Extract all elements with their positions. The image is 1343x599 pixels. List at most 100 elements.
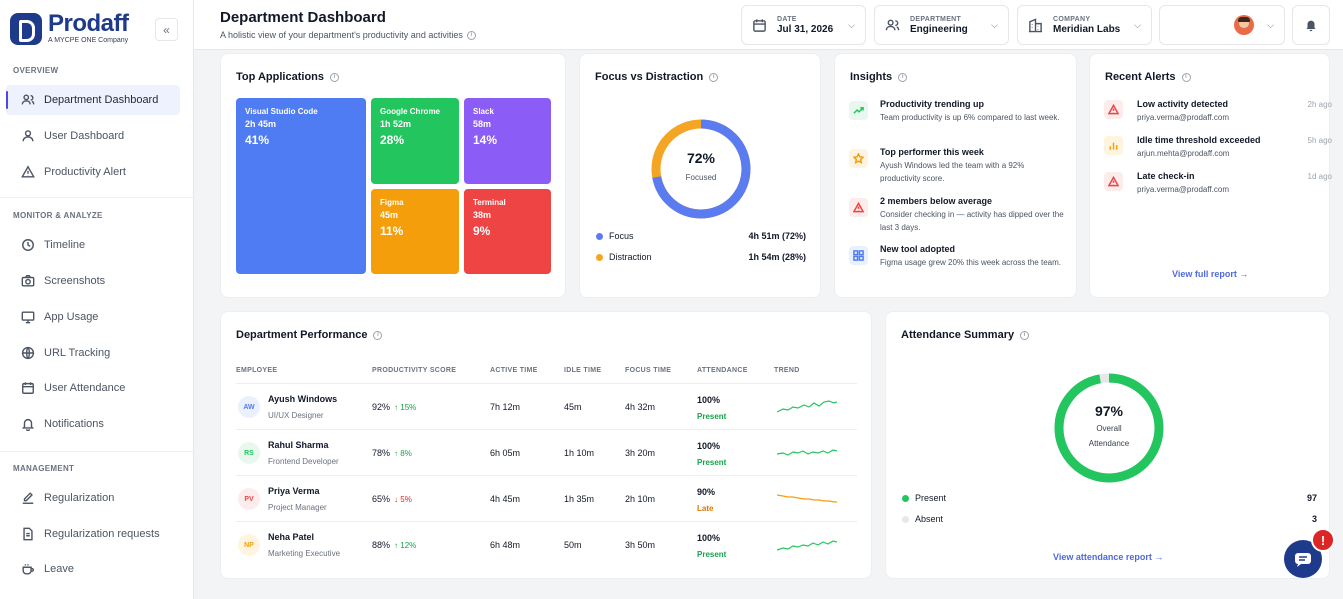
department-performance-card: Department Performance i EMPLOYEE PRODUCT… [220,311,872,579]
sidebar-item-notifications[interactable]: Notifications [6,409,180,439]
table-row[interactable]: NP Neha Patel Marketing Executive 88% ↑ 1… [236,521,857,567]
info-icon[interactable]: i [898,72,908,82]
table-row[interactable]: PV Priya Verma Project Manager 65% ↓ 5% 4… [236,475,857,521]
page-subtitle-text: A holistic view of your department's pro… [220,30,463,40]
productivity-score: 92% ↑ 15% [372,402,416,412]
legend-dot [902,494,909,502]
clock-icon [20,237,36,253]
employee-name: Priya Verma [268,486,320,496]
app-time: 45m [380,210,399,220]
table-row[interactable]: RS Rahul Sharma Frontend Developer 78% ↑ … [236,429,857,475]
sidebar-item-user-dashboard[interactable]: User Dashboard [6,121,180,151]
app-name: Google Chrome [380,107,441,116]
sidebar-item-app-usage[interactable]: App Usage [6,302,180,332]
column-header-trend[interactable]: TREND [774,367,800,374]
brand-tagline: A MYCPE ONE Company [48,37,129,44]
sidebar-item-label: Timeline [44,239,86,251]
sidebar-item-user-attendance[interactable]: User Attendance [6,373,180,403]
chevron-down-icon: ⌵ [1134,20,1141,30]
score-value: 78% [372,448,391,458]
insight-desc: Figma usage grew 20% this week across th… [880,258,1061,267]
view-full-report-link[interactable]: View full report → [1172,269,1249,279]
column-header-active-time[interactable]: ACTIVE TIME [490,367,538,374]
table-row[interactable]: AW Ayush Windows UI/UX Designer 92% ↑ 15%… [236,383,857,429]
app-tile-slack[interactable]: Slack 58m 14% [464,98,551,184]
app-tile-chrome[interactable]: Google Chrome 1h 52m 28% [371,98,459,184]
attendance-status: Present [697,550,727,559]
department-label: DEPARTMENT [910,15,962,23]
sidebar-item-productivity-alert[interactable]: Productivity Alert [6,157,180,187]
alert-item[interactable]: Idle time threshold exceeded arjun.mehta@… [1104,135,1332,158]
score-value: 88% [372,540,391,550]
alert-triangle-icon [20,164,36,180]
legend-value: 3 [1311,514,1317,524]
column-header-productivity[interactable]: PRODUCTIVITY SCORE [372,367,457,374]
notifications-button[interactable] [1292,5,1330,45]
attendance-summary-card: Attendance Summary i 97% Overall Attendan… [885,311,1330,579]
attendance-value: 100% [697,441,721,451]
collapse-sidebar-button[interactable]: « [155,18,178,41]
grid-icon [849,246,868,265]
sidebar-item-label: User Dashboard [44,130,125,142]
alert-email: priya.verma@prodaff.com [1137,185,1230,194]
attendance-center-value: 97% [1094,403,1124,419]
sidebar-item-leave[interactable]: Leave [6,554,180,584]
focus-center-label: Focused [685,173,717,182]
sidebar-item-department-dashboard[interactable]: Department Dashboard [6,85,180,115]
info-icon[interactable]: i [709,72,719,82]
top-applications-card: Top Applications i Visual Studio Code 2h … [220,53,566,298]
company-select[interactable]: COMPANY Meridian Labs ⌵ [1017,5,1152,45]
attendance-status: Present [697,458,727,467]
column-header-employee[interactable]: EMPLOYEE [236,367,278,374]
star-icon [849,149,868,168]
info-icon[interactable]: i [466,30,476,40]
productivity-score: 65% ↓ 5% [372,494,412,504]
chat-notification-badge: ! [1311,528,1335,552]
view-attendance-report-link[interactable]: View attendance report → [1053,552,1164,562]
alert-item[interactable]: Late check-in priya.verma@prodaff.com 1d … [1104,171,1332,194]
card-title: Top Applications i [236,71,339,83]
page-title: Department Dashboard [220,9,386,26]
legend-absent: Absent 3 [902,514,1317,524]
app-pct: 9% [473,224,491,238]
sidebar-item-timeline[interactable]: Timeline [6,230,180,260]
brand-logo[interactable]: Prodaff A MYCPE ONE Company [10,12,129,45]
sidebar-item-regularization-requests[interactable]: Regularization requests [6,519,180,549]
card-title-text: Focus vs Distraction [595,71,704,83]
app-tile-terminal[interactable]: Terminal 38m 9% [464,189,551,274]
department-select[interactable]: DEPARTMENT Engineering ⌵ [874,5,1009,45]
sidebar: Prodaff A MYCPE ONE Company « OVERVIEW D… [0,0,194,599]
column-header-attendance[interactable]: ATTENDANCE [697,367,748,374]
alert-item[interactable]: Low activity detected priya.verma@prodaff… [1104,99,1332,122]
user-menu[interactable]: ⌵ [1159,5,1285,45]
info-icon[interactable]: i [1020,330,1030,340]
insight-item: Productivity trending up Team productivit… [849,99,1064,124]
trend-sparkline [777,449,837,456]
attendance-value: 100% [697,395,721,405]
focus-arc [651,119,751,219]
bell-icon [20,416,36,432]
legend-value: 97 [1306,493,1317,503]
sidebar-item-url-tracking[interactable]: URL Tracking [6,338,180,368]
users-icon [885,19,900,30]
column-header-focus-time[interactable]: FOCUS TIME [625,367,672,374]
insight-item: 2 members below average Consider checking… [849,196,1064,234]
app-tile-figma[interactable]: Figma 45m 11% [371,189,459,274]
avatar: PV [238,488,260,510]
sidebar-item-label: Regularization [44,492,115,504]
column-header-idle-time[interactable]: IDLE TIME [564,367,602,374]
legend-label: Distraction [609,252,652,262]
building-icon [1028,17,1043,32]
info-icon[interactable]: i [1181,72,1191,82]
employee-role: UI/UX Designer [268,411,324,420]
employee-role: Marketing Executive [268,549,341,558]
info-icon[interactable]: i [373,330,383,340]
insight-title: Productivity trending up [880,99,985,109]
app-tile-vscode[interactable]: Visual Studio Code 2h 45m 41% [236,98,366,274]
sidebar-item-regularization[interactable]: Regularization [6,483,180,513]
info-icon[interactable]: i [330,72,339,82]
date-picker[interactable]: DATE Jul 31, 2026 ⌵ [741,5,866,45]
card-title: Focus vs Distraction i [595,71,719,83]
sidebar-item-label: Screenshots [44,275,106,287]
sidebar-item-screenshots[interactable]: Screenshots [6,266,180,296]
